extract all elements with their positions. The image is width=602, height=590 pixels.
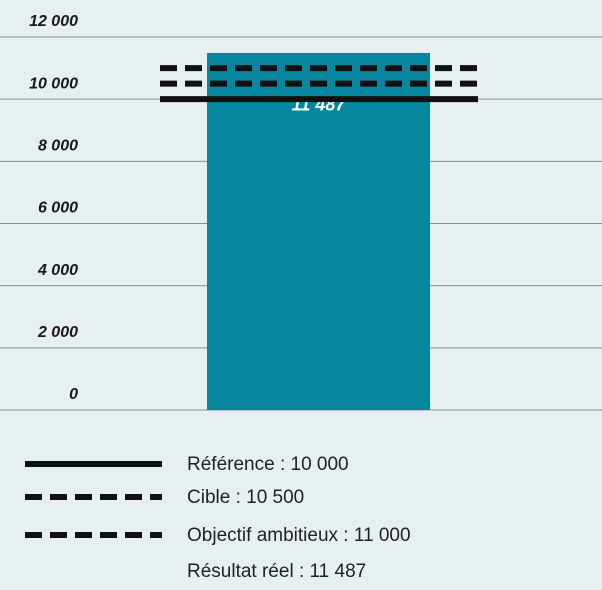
y-tick-label: 0 [69, 386, 78, 403]
bar [207, 52, 430, 411]
legend-label: Cible : 10 500 [187, 487, 304, 508]
y-tick-label: 12 000 [29, 13, 78, 30]
legend-label: Résultat réel : 11 487 [187, 561, 366, 582]
y-tick-label: 2 000 [37, 324, 78, 341]
legend-label: Objectif ambitieux : 11 000 [187, 525, 411, 546]
legend-label: Référence : 10 000 [187, 454, 349, 475]
y-tick-label: 8 000 [38, 138, 78, 155]
y-tick-label: 4 000 [37, 262, 78, 279]
y-tick-label: 10 000 [29, 75, 78, 92]
y-tick-label: 6 000 [38, 200, 78, 217]
